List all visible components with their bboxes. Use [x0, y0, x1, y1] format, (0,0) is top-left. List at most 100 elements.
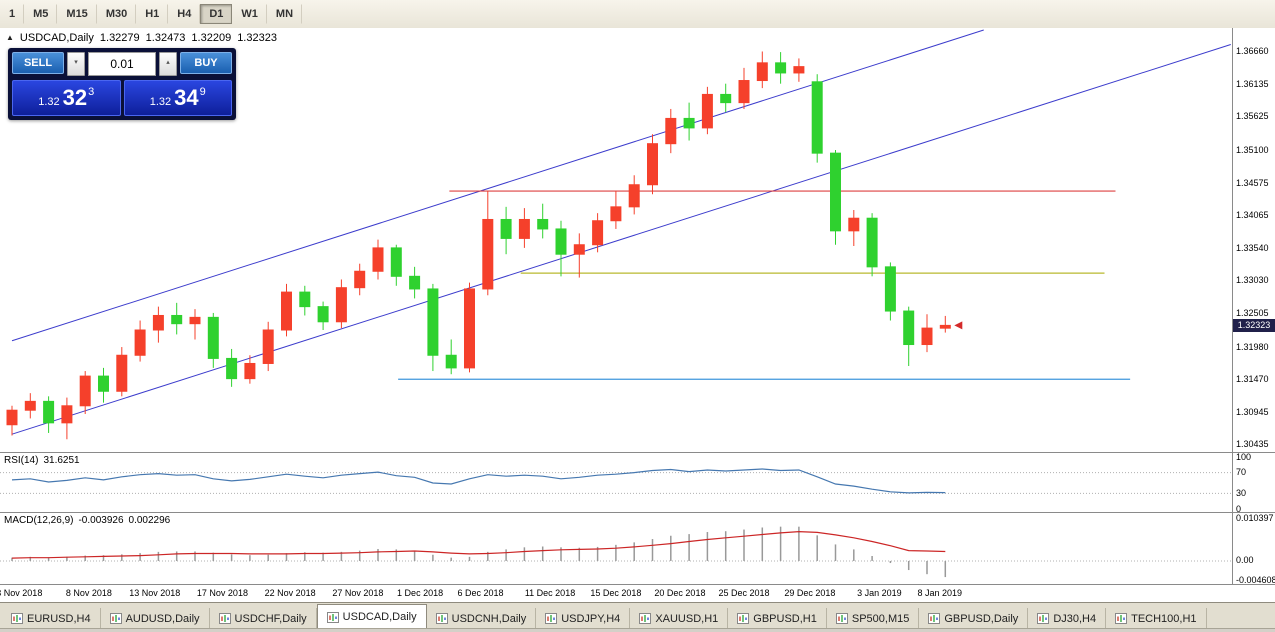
tab-tech100-h1[interactable]: TECH100,H1: [1106, 608, 1207, 629]
macd-name: MACD(12,26,9): [4, 515, 74, 526]
tab-gbpusd-daily[interactable]: GBPUSD,Daily: [919, 608, 1029, 629]
sell-button[interactable]: SELL: [12, 52, 64, 74]
one-click-trading-panel: SELL ▾ 0.01 ▴ BUY 1.32 32 3 1.32 34 9: [8, 48, 236, 120]
tab-label: SP500,M15: [851, 612, 910, 625]
tab-audusd-daily[interactable]: AUDUSD,Daily: [101, 608, 210, 629]
timeframe-button-mn[interactable]: MN: [267, 4, 303, 24]
macd-signal-value: 0.002296: [128, 515, 171, 526]
volume-value: 0.01: [110, 57, 134, 71]
volume-field[interactable]: 0.01: [88, 52, 156, 76]
price-scale[interactable]: 1.36660 1.36135 1.35625 1.35100 1.34575 1.340…: [1233, 28, 1275, 585]
tab-gbpusd-h1[interactable]: GBPUSD,H1: [728, 608, 827, 629]
chart-tab-icon: [1037, 613, 1050, 624]
time-axis-label: 1 Dec 2018: [397, 588, 444, 598]
timeframe-toolbar: 1 M5 M15 M30 H1 H4 D1 W1 MN: [0, 0, 1275, 29]
scale-label: 1.30945: [1236, 406, 1269, 417]
tab-eurusd-h4[interactable]: EURUSD,H4: [2, 608, 101, 629]
scale-label: 0: [1236, 503, 1242, 514]
scale-label: 30: [1236, 487, 1247, 498]
chart-tab-icon: [218, 613, 231, 624]
price-chart-canvas[interactable]: [0, 28, 1232, 602]
time-axis[interactable]: 3 Nov 2018 8 Nov 2018 13 Nov 2018 17 Nov 20…: [0, 585, 1232, 602]
bid-price-button[interactable]: 1.32 32 3: [12, 80, 121, 116]
chart-panel: 1.36660 1.36135 1.35625 1.35100 1.34575 1.340…: [0, 28, 1275, 602]
chart-title: ▲ USDCAD,Daily 1.32279 1.32473 1.32209 1…: [6, 32, 277, 44]
window-bottom-edge: [0, 628, 1275, 632]
scale-label: 1.33030: [1236, 275, 1269, 286]
tab-label: USDJPY,H4: [561, 612, 621, 625]
symbol-period-label: USDCAD,Daily: [19, 32, 94, 44]
price-scale-divider: [1232, 28, 1233, 584]
tab-dj30-h4[interactable]: DJ30,H4: [1028, 608, 1107, 629]
scale-label: 1.30435: [1236, 439, 1269, 450]
close-value: 1.32323: [237, 32, 277, 44]
scale-label: 1.36660: [1236, 45, 1269, 56]
time-axis-label: 15 Dec 2018: [590, 588, 642, 598]
macd-main-value: -0.003926: [78, 515, 124, 526]
rsi-indicator-label: RSI(14) 31.6251: [4, 455, 80, 466]
time-axis-label: 27 Nov 2018: [332, 588, 384, 598]
rsi-panel-splitter[interactable]: [0, 452, 1275, 453]
timeframe-button-h1[interactable]: H1: [136, 4, 169, 24]
chart-tab-icon: [1115, 613, 1128, 624]
ask-pip-digit: 9: [199, 86, 206, 98]
tab-usdcad-daily[interactable]: USDCAD,Daily: [316, 604, 427, 629]
scale-label: 100: [1236, 451, 1252, 462]
tab-usdchf-daily[interactable]: USDCHF,Daily: [210, 608, 317, 629]
chart-tab-icon: [109, 613, 122, 624]
scale-label: 1.32505: [1236, 308, 1269, 319]
tab-label: DJ30,H4: [1053, 612, 1097, 625]
time-axis-label: 6 Dec 2018: [457, 588, 504, 598]
time-axis-label: 17 Nov 2018: [196, 588, 248, 598]
tab-label: GBPUSD,H1: [753, 612, 817, 625]
bid-big-digits: 32: [62, 85, 88, 110]
volume-increase-button[interactable]: ▴: [159, 52, 177, 76]
chart-tabs-bar: EURUSD,H4 AUDUSD,Daily USDCHF,Daily USDCAD,…: [0, 602, 1275, 629]
tab-label: GBPUSD,Daily: [944, 612, 1019, 625]
scale-label: 1.34575: [1236, 177, 1269, 188]
tab-label: USDCNH,Daily: [451, 612, 527, 625]
time-axis-label: 22 Nov 2018: [264, 588, 316, 598]
chart-tab-icon: [11, 613, 23, 624]
scale-label: -0.004608: [1236, 574, 1275, 585]
ask-prefix: 1.32: [149, 95, 172, 108]
tab-xauusd-h1[interactable]: XAUUSD,H1: [630, 608, 729, 629]
macd-panel-splitter[interactable]: [0, 512, 1275, 513]
chart-tab-icon: [326, 611, 339, 623]
time-axis-label: 8 Jan 2019: [917, 588, 963, 598]
tab-label: XAUUSD,H1: [655, 612, 719, 625]
scale-label: 1.35625: [1236, 111, 1269, 122]
tab-usdjpy-h4[interactable]: USDJPY,H4: [536, 608, 631, 629]
scale-label: 0.00: [1236, 555, 1254, 566]
open-value: 1.32279: [99, 32, 140, 44]
ask-price-button[interactable]: 1.32 34 9: [123, 80, 232, 116]
one-click-prices-row: 1.32 32 3 1.32 34 9: [12, 80, 232, 116]
bid-pip-digit: 3: [88, 86, 95, 98]
ask-big-digits: 34: [174, 85, 199, 110]
high-value: 1.32473: [145, 32, 186, 44]
buy-button[interactable]: BUY: [180, 52, 232, 74]
chart-tab-icon: [639, 613, 652, 624]
tab-usdcnh-daily[interactable]: USDCNH,Daily: [427, 608, 537, 629]
timeframe-button-h4[interactable]: H4: [168, 4, 201, 24]
time-axis-label: 13 Nov 2018: [129, 588, 181, 598]
low-value: 1.32209: [191, 32, 232, 44]
timeframe-button-m15[interactable]: M15: [57, 4, 97, 24]
scale-label: 1.36135: [1236, 79, 1269, 90]
timeframe-button-m30[interactable]: M30: [97, 4, 137, 24]
volume-decrease-button[interactable]: ▾: [67, 52, 85, 76]
scale-label: 0.010397: [1236, 512, 1274, 523]
tab-sp500-m15[interactable]: SP500,M15: [827, 608, 920, 629]
timeframe-button-d1[interactable]: D1: [200, 4, 233, 24]
timeframe-button-m5[interactable]: M5: [24, 4, 58, 24]
time-axis-label: 3 Jan 2019: [857, 588, 902, 598]
timeframe-button-1[interactable]: 1: [0, 4, 25, 24]
tab-label: AUDUSD,Daily: [125, 612, 200, 625]
time-axis-label: 20 Dec 2018: [654, 588, 706, 598]
timeframe-button-w1[interactable]: W1: [232, 4, 267, 24]
scale-label: 70: [1236, 467, 1247, 478]
time-axis-label: 25 Dec 2018: [718, 588, 770, 598]
time-axis-label: 29 Dec 2018: [784, 588, 836, 598]
one-click-toggle-icon[interactable]: ▲: [6, 33, 14, 42]
rsi-value: 31.6251: [43, 455, 80, 466]
